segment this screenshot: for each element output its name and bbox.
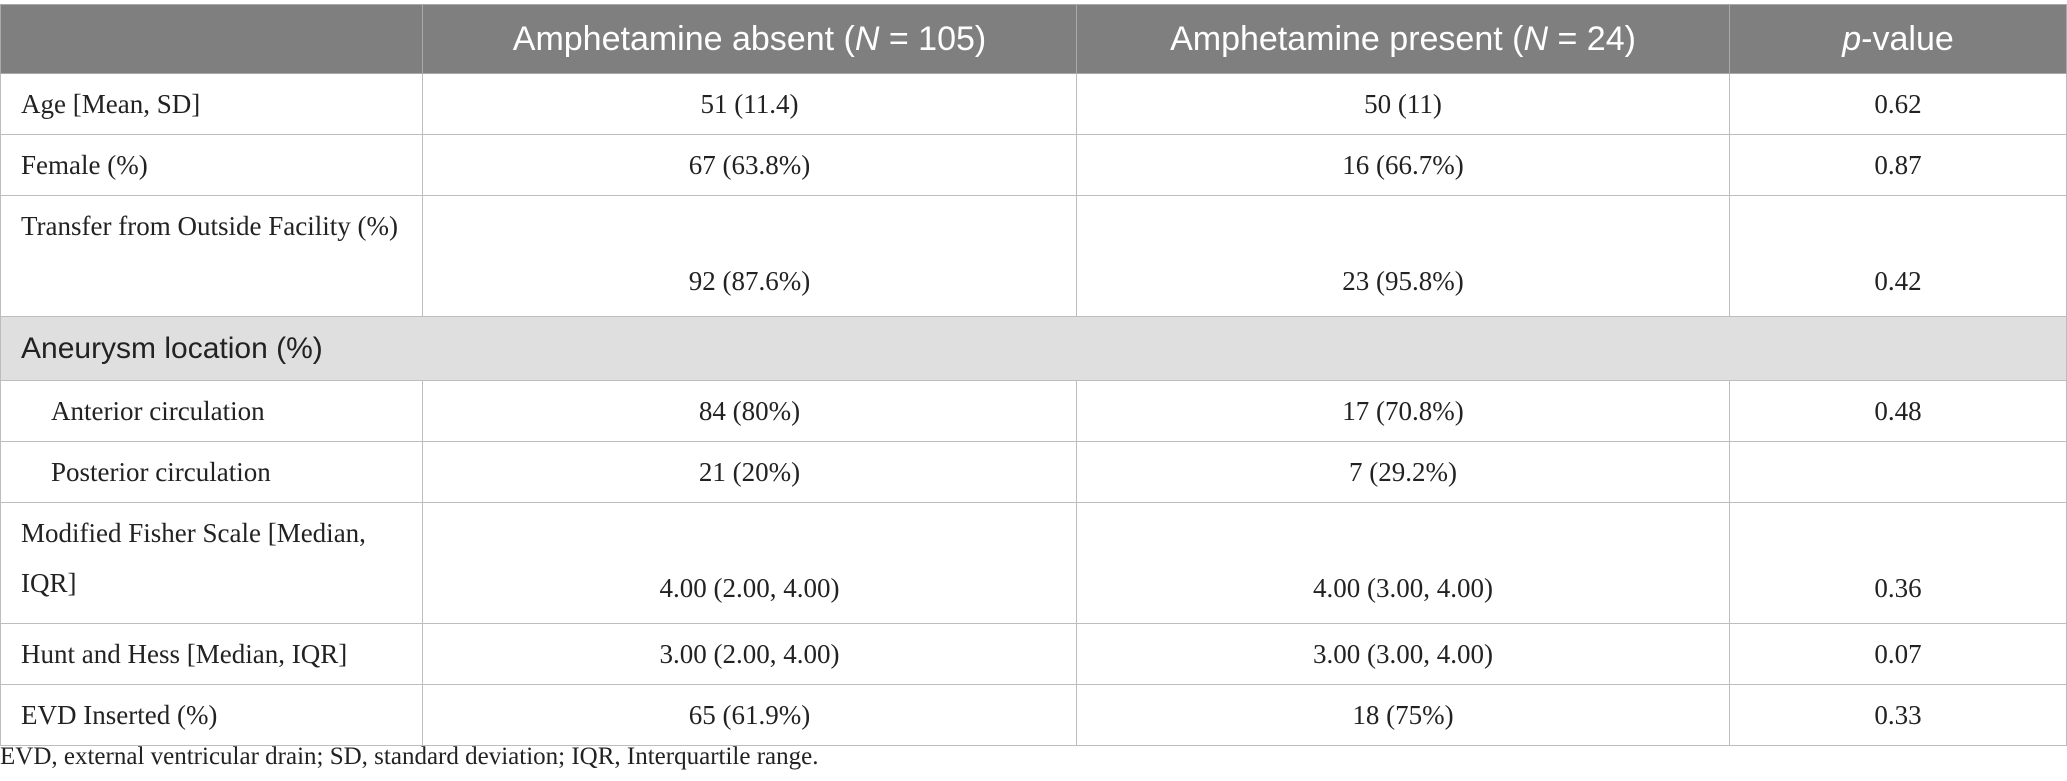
row-label: Anterior circulation xyxy=(0,380,423,442)
header-text: -value xyxy=(1861,19,1954,58)
cell: 50 (11) xyxy=(1076,73,1730,135)
cell: 3.00 (3.00, 4.00) xyxy=(1076,623,1730,685)
header-text: = 105) xyxy=(879,19,987,58)
row-label: Age [Mean, SD] xyxy=(0,73,423,135)
row-label: Female (%) xyxy=(0,134,423,196)
header-cell xyxy=(0,4,423,74)
cell: 4.00 (3.00, 4.00) xyxy=(1076,502,1730,624)
table-row: Anterior circulation 84 (80%) 17 (70.8%) 0.… xyxy=(0,380,2067,442)
header-cell: Amphetamine present (N = 24) xyxy=(1076,4,1730,74)
row-label: Modified Fisher Scale [Median, IQR] xyxy=(0,502,423,624)
header-text: = 24) xyxy=(1548,19,1636,58)
cell: 23 (95.8%) xyxy=(1076,195,1730,317)
cell: 7 (29.2%) xyxy=(1076,441,1730,503)
header-row: Amphetamine absent (N = 105) Amphetamine … xyxy=(0,4,2067,74)
table-row: Hunt and Hess [Median, IQR] 3.00 (2.00, 4… xyxy=(0,623,2067,685)
table-row: EVD Inserted (%) 65 (61.9%) 18 (75%) 0.33 xyxy=(0,684,2067,746)
cell: 3.00 (2.00, 4.00) xyxy=(422,623,1077,685)
cell: 21 (20%) xyxy=(422,441,1077,503)
cell: 4.00 (2.00, 4.00) xyxy=(422,502,1077,624)
cell: 0.87 xyxy=(1729,134,2067,196)
header-cell: Amphetamine absent (N = 105) xyxy=(422,4,1077,74)
cell xyxy=(1729,441,2067,503)
table-row: Age [Mean, SD] 51 (11.4) 50 (11) 0.62 xyxy=(0,73,2067,135)
header-text: p xyxy=(1842,19,1862,58)
header-cell: p-value xyxy=(1729,4,2067,74)
table-row: Female (%) 67 (63.8%) 16 (66.7%) 0.87 xyxy=(0,134,2067,196)
cell: 67 (63.8%) xyxy=(422,134,1077,196)
table-row: Modified Fisher Scale [Median, IQR] 4.00 … xyxy=(0,502,2067,624)
cell: 92 (87.6%) xyxy=(422,195,1077,317)
cell: 18 (75%) xyxy=(1076,684,1730,746)
cell: 0.42 xyxy=(1729,195,2067,317)
table-row: Transfer from Outside Facility (%) 92 (87… xyxy=(0,195,2067,317)
cell: 17 (70.8%) xyxy=(1076,380,1730,442)
cell: 0.36 xyxy=(1729,502,2067,624)
header-text: Amphetamine absent ( xyxy=(512,19,855,58)
header-text: N xyxy=(854,19,880,58)
section-cell: Aneurysm location (%) xyxy=(0,316,2067,381)
row-label: EVD Inserted (%) xyxy=(0,684,423,746)
row-label: Transfer from Outside Facility (%) xyxy=(0,195,423,317)
cell: 0.07 xyxy=(1729,623,2067,685)
table-row: Posterior circulation 21 (20%) 7 (29.2%) xyxy=(0,441,2067,503)
cell: 51 (11.4) xyxy=(422,73,1077,135)
row-label: Posterior circulation xyxy=(0,441,423,503)
cell: 16 (66.7%) xyxy=(1076,134,1730,196)
header-text: N xyxy=(1523,19,1549,58)
cell: 0.62 xyxy=(1729,73,2067,135)
header-text: Amphetamine present ( xyxy=(1170,19,1524,58)
cell: 84 (80%) xyxy=(422,380,1077,442)
cell: 0.33 xyxy=(1729,684,2067,746)
data-table: Amphetamine absent (N = 105) Amphetamine … xyxy=(0,4,2067,746)
cell: 0.48 xyxy=(1729,380,2067,442)
cell: 65 (61.9%) xyxy=(422,684,1077,746)
table-row: Aneurysm location (%) xyxy=(0,316,2067,381)
footnote: EVD, external ventricular drain; SD, sta… xyxy=(0,743,819,770)
row-label: Hunt and Hess [Median, IQR] xyxy=(0,623,423,685)
